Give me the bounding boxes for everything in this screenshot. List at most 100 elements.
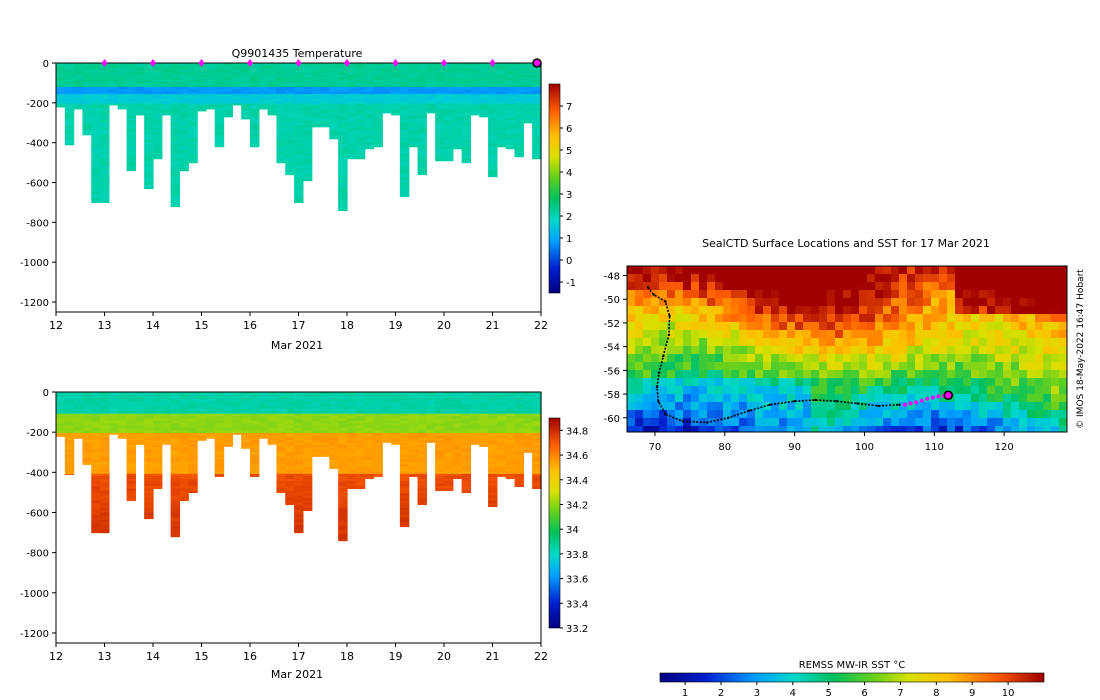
section-cell <box>223 115 233 118</box>
section-cell <box>223 435 233 439</box>
section-cell <box>461 445 472 449</box>
section-cell <box>117 418 128 422</box>
section-cell <box>241 74 251 78</box>
section-cell <box>170 440 181 444</box>
section-cell <box>329 464 339 468</box>
section-cell <box>488 392 498 396</box>
section-cell <box>294 77 304 81</box>
section-cell <box>179 144 189 148</box>
sst-cell <box>1051 346 1059 354</box>
section-cell <box>302 89 313 93</box>
sst-cell <box>867 346 875 354</box>
sst-cell <box>739 354 747 362</box>
section-cell <box>135 94 145 98</box>
sst-cell <box>1003 362 1011 370</box>
section-cell <box>355 442 366 446</box>
section-cell <box>461 65 472 69</box>
section-cell <box>496 396 507 400</box>
section-cell <box>294 505 304 509</box>
section-cell <box>153 418 163 422</box>
section-cell <box>214 413 225 417</box>
section-cell <box>258 425 269 429</box>
section-cell <box>294 158 304 162</box>
sst-cell <box>755 274 763 282</box>
section-cell <box>338 127 348 131</box>
section-cell <box>100 485 110 489</box>
section-cell <box>311 428 322 432</box>
section-cell <box>329 406 339 410</box>
sst-cell <box>643 402 651 410</box>
section-cell <box>267 77 278 81</box>
sst-cell <box>931 282 939 290</box>
section-cell <box>108 94 119 98</box>
section-cell <box>373 394 383 398</box>
sst-cell <box>971 386 979 394</box>
section-cell <box>470 89 480 93</box>
sst-cell <box>683 298 691 306</box>
section-cell <box>170 120 181 124</box>
section-cell <box>302 457 313 461</box>
section-cell <box>470 423 480 427</box>
section-cell <box>91 117 101 121</box>
section-cell <box>479 101 489 105</box>
section-cell <box>355 469 366 473</box>
section-cell <box>505 466 516 470</box>
section-cell <box>488 411 498 415</box>
section-cell <box>435 447 445 451</box>
sst-cell <box>1035 266 1043 274</box>
section-cell <box>91 428 101 432</box>
section-cell <box>126 110 136 114</box>
section-cell <box>91 89 101 93</box>
section-cell <box>417 161 427 164</box>
section-cell <box>320 84 330 88</box>
section-cell <box>461 476 472 480</box>
sst-cell <box>1043 354 1051 362</box>
sst-cell <box>971 306 979 314</box>
sst-cell <box>627 330 635 338</box>
section-cell <box>435 449 445 453</box>
section-cell <box>91 522 101 526</box>
sst-cell <box>1059 338 1067 346</box>
section-cell <box>355 137 366 141</box>
section-cell <box>126 70 136 74</box>
section-cell <box>108 406 119 410</box>
section-cell <box>320 113 330 117</box>
section-cell <box>399 514 410 518</box>
section-cell <box>347 411 357 415</box>
sst-cell <box>635 402 643 410</box>
sst-cell <box>1059 274 1067 282</box>
section-cell <box>108 418 119 422</box>
sst-cell <box>659 330 667 338</box>
sst-cell <box>699 370 707 378</box>
section-cell <box>338 113 348 117</box>
section-cell <box>91 94 101 98</box>
section-cell <box>532 94 542 98</box>
sst-cell <box>827 394 835 402</box>
section-cell <box>452 125 463 129</box>
section-cell <box>117 98 128 102</box>
section-cell <box>311 122 322 126</box>
section-cell <box>179 137 189 141</box>
sst-cell <box>931 370 939 378</box>
section-cell <box>64 139 75 143</box>
sst-cell <box>987 322 995 330</box>
sst-cell <box>1051 394 1059 402</box>
sst-cell <box>931 330 939 338</box>
section-cell <box>364 420 375 424</box>
section-cell <box>197 423 207 427</box>
section-cell <box>408 452 419 456</box>
section-cell <box>100 493 110 497</box>
section-cell <box>444 423 454 427</box>
section-cell <box>523 98 533 102</box>
section-cell <box>197 70 207 74</box>
section-cell <box>232 89 242 93</box>
section-cell <box>320 418 330 422</box>
section-cell <box>232 79 242 83</box>
section-cell <box>126 445 136 449</box>
sst-cell <box>739 282 747 290</box>
section-cell <box>250 113 260 117</box>
sst-cell <box>787 266 795 274</box>
section-cell <box>461 91 472 95</box>
section-cell <box>250 445 260 449</box>
section-cell <box>214 425 225 429</box>
